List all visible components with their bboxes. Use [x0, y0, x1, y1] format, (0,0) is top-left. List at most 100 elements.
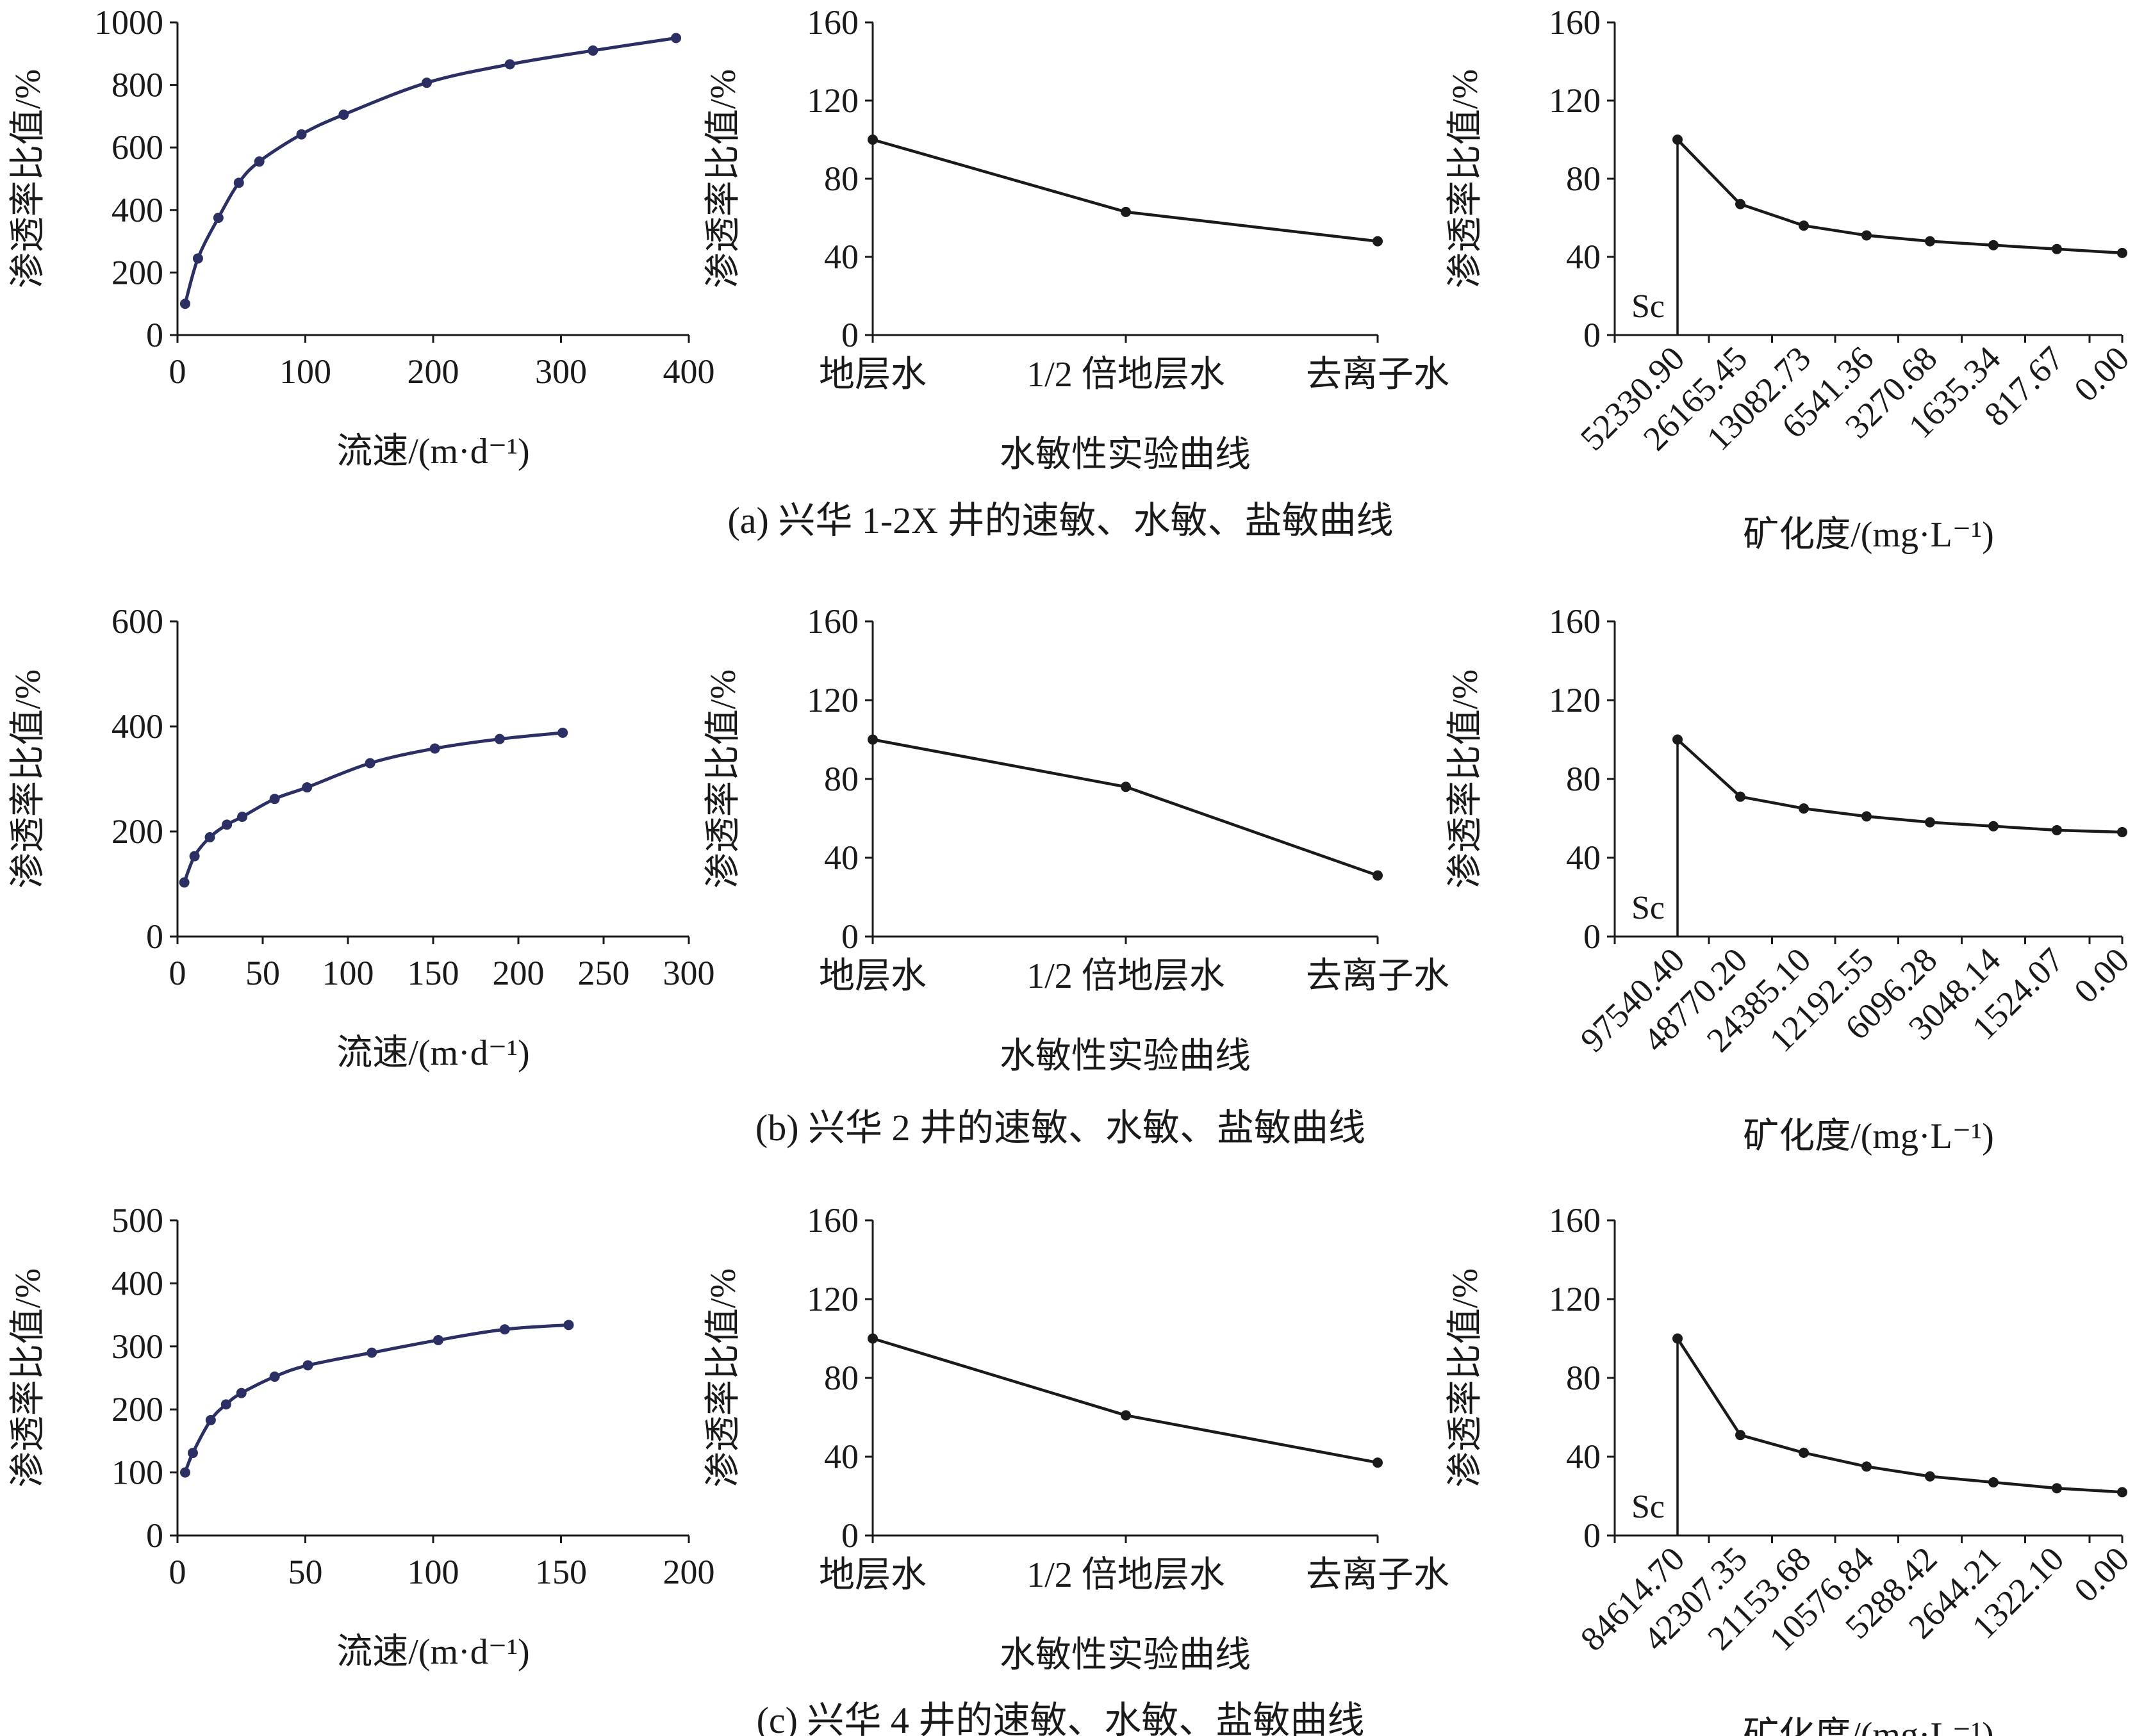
c-velocity-data-point [433, 1334, 443, 1345]
c-salinity-data-point [1861, 1461, 1872, 1472]
c-water-data-point [868, 1333, 878, 1344]
b-velocity-data-point [237, 812, 248, 823]
a-salinity-y-axis-title: 渗透率比值/% [1446, 69, 1485, 288]
b-water-y-tick-label: 80 [824, 760, 859, 798]
a-salinity-data-point [1735, 199, 1745, 209]
c-velocity-data-point [220, 1399, 231, 1410]
c-velocity-data-point [236, 1388, 247, 1398]
c-velocity-data-point [205, 1414, 216, 1425]
a-velocity-data-point [504, 59, 515, 70]
b-water-x-axis-title: 水敏性实验曲线 [1000, 1036, 1251, 1076]
c-salinity-data-point [1672, 1333, 1683, 1344]
a-velocity-data-point [296, 129, 307, 140]
b-water-y-tick-label: 0 [841, 917, 859, 956]
c-velocity-series-line [183, 1323, 569, 1473]
c-water-y-tick-label: 40 [824, 1437, 859, 1476]
a-water-series-line [872, 138, 1378, 243]
b-velocity-x-tick-label: 250 [578, 954, 630, 992]
a-salinity-data-point [2117, 247, 2127, 258]
c-water-category-label: 地层水 [819, 1555, 927, 1595]
b-velocity-y-axis-title: 渗透率比值/% [8, 669, 48, 888]
b-salinity-x-axis-title: 矿化度/(mg·L⁻¹) [1743, 1117, 1994, 1156]
b-velocity-y-tick-label: 200 [111, 812, 163, 851]
c-velocity-y-tick-label: 0 [146, 1516, 163, 1555]
b-velocity-data-point [204, 832, 215, 843]
a-salinity-data-point [1672, 135, 1683, 145]
c-velocity-panel: 0 100 200 300 400 500 渗透率比值/% 0 50 100 150 200 流速/(m… [8, 1201, 715, 1672]
c-water-category-label: 去离子水 [1306, 1555, 1449, 1595]
b-water-y-tick-label: 120 [807, 681, 859, 719]
b-water-data-point [868, 734, 878, 745]
a-water-y-tick-label: 120 [807, 81, 859, 120]
c-salinity-panel: 04080120160渗透率比值/%84614.7042307.3521153.… [1446, 1201, 2136, 1736]
caption-c: (c) 兴华 4 井的速敏、水敏、盐敏曲线 [757, 1699, 1365, 1736]
a-velocity-data-point [192, 253, 203, 264]
c-salinity-series-line [1676, 1338, 2123, 1494]
a-velocity-x-tick-label: 0 [169, 352, 186, 391]
c-salinity-data-point [1799, 1447, 1809, 1458]
c-velocity-data-point [302, 1360, 313, 1371]
b-salinity-panel: 04080120160渗透率比值/%97540.4048770.2024385.… [1446, 602, 2136, 1156]
a-salinity-y-tick-label: 40 [1566, 238, 1601, 276]
b-water-y-tick-label: 40 [824, 839, 859, 877]
a-velocity-x-tick-label: 400 [663, 352, 715, 391]
b-velocity-data-point [429, 743, 440, 754]
a-velocity-x-tick-label: 100 [279, 352, 331, 391]
b-velocity-data-point [269, 794, 280, 805]
a-water-category-label: 地层水 [819, 355, 927, 395]
c-water-y-tick-label: 0 [841, 1516, 859, 1555]
c-salinity-y-axis-title: 渗透率比值/% [1446, 1268, 1485, 1487]
b-salinity-data-point [1861, 811, 1872, 822]
b-velocity-x-axis-title: 流速/(m·d⁻¹) [336, 1033, 529, 1073]
b-salinity-data-point [1925, 817, 1935, 828]
b-velocity-x-tick-label: 200 [493, 954, 545, 992]
a-velocity-y-axis-title: 渗透率比值/% [8, 69, 48, 288]
b-velocity-y-tick-label: 600 [111, 602, 163, 641]
a-velocity-x-tick-label: 300 [535, 352, 587, 391]
c-salinity-data-point [1988, 1477, 1999, 1487]
b-salinity-y-tick-label: 120 [1549, 681, 1601, 719]
a-velocity-series-line [183, 36, 677, 304]
a-salinity-y-tick-label: 120 [1549, 81, 1601, 120]
a-velocity-y-tick-label: 800 [111, 66, 163, 104]
a-velocity-y-tick-label: 1000 [94, 3, 163, 42]
b-velocity-x-tick-label: 100 [322, 954, 374, 992]
caption-b: (b) 兴华 2 井的速敏、水敏、盐敏曲线 [755, 1107, 1365, 1149]
c-velocity-y-tick-label: 200 [111, 1390, 163, 1429]
b-salinity-y-tick-label: 160 [1549, 602, 1601, 641]
b-velocity-x-tick-label: 0 [169, 954, 186, 992]
a-velocity-data-point [233, 177, 244, 188]
c-velocity-y-tick-label: 400 [111, 1264, 163, 1302]
b-velocity-x-tick-label: 150 [408, 954, 459, 992]
c-water-category-label: 1/2 倍地层水 [1027, 1555, 1225, 1595]
b-salinity-y-tick-label: 40 [1566, 839, 1601, 877]
c-salinity-category-label: 0.00 [2066, 1539, 2136, 1609]
a-water-y-tick-label: 0 [841, 316, 859, 354]
a-velocity-data-point [254, 156, 265, 167]
b-water-y-axis-title: 渗透率比值/% [704, 669, 743, 888]
b-salinity-sc-annotation: Sc [1631, 890, 1665, 926]
a-salinity-x-axis-title: 矿化度/(mg·L⁻¹) [1743, 515, 1994, 555]
b-velocity-data-point [365, 758, 375, 769]
b-velocity-data-point [302, 782, 313, 793]
c-velocity-data-point [499, 1324, 510, 1335]
b-salinity-data-point [1988, 821, 1999, 831]
a-salinity-data-point [1925, 236, 1935, 247]
c-salinity-data-point [2117, 1487, 2127, 1498]
a-salinity-series-line [1676, 138, 2123, 255]
a-velocity-data-point [213, 213, 224, 223]
c-salinity-y-tick-label: 160 [1549, 1201, 1601, 1240]
c-velocity-y-tick-label: 500 [111, 1201, 163, 1240]
c-salinity-data-point [1735, 1430, 1745, 1441]
b-salinity-data-point [2117, 827, 2127, 838]
c-velocity-y-axis-title: 渗透率比值/% [8, 1268, 48, 1487]
c-velocity-y-tick-label: 100 [111, 1453, 163, 1492]
c-salinity-data-point [2052, 1483, 2062, 1494]
b-velocity-y-tick-label: 0 [146, 917, 163, 956]
a-velocity-data-point [422, 78, 433, 88]
a-salinity-data-point [2052, 243, 2062, 254]
c-water-y-axis-title: 渗透率比值/% [704, 1268, 743, 1487]
